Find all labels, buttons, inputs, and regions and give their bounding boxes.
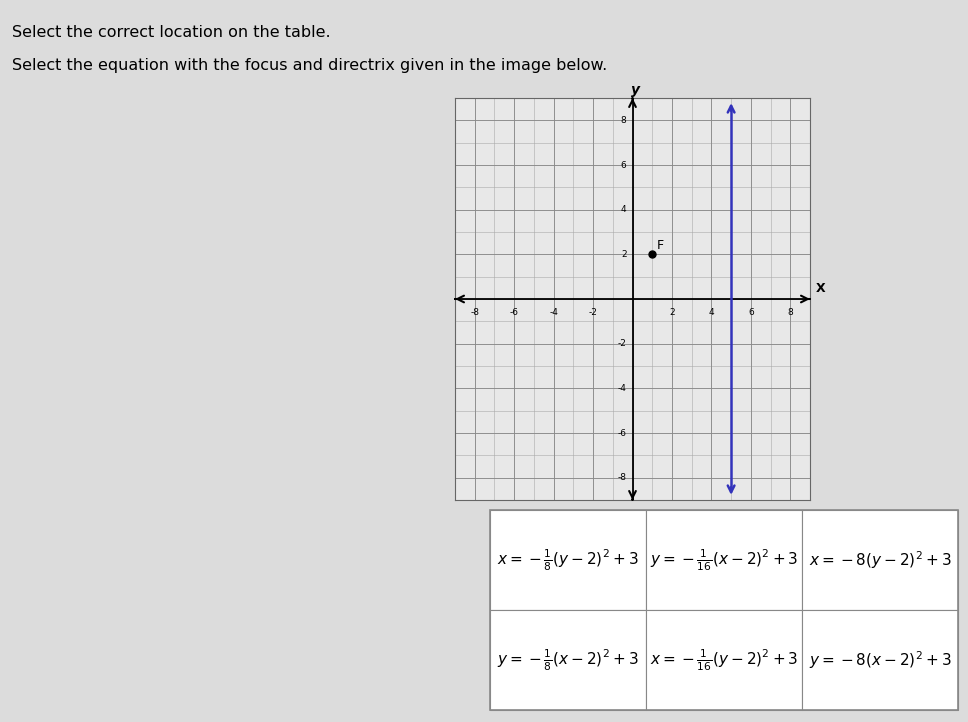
- FancyBboxPatch shape: [490, 610, 646, 710]
- Text: $y = -\frac{1}{8}(x - 2)^2 + 3$: $y = -\frac{1}{8}(x - 2)^2 + 3$: [498, 647, 639, 673]
- Text: -2: -2: [618, 339, 626, 348]
- Text: 4: 4: [709, 308, 714, 317]
- Text: -8: -8: [618, 473, 626, 482]
- FancyBboxPatch shape: [490, 510, 646, 610]
- Text: 2: 2: [669, 308, 675, 317]
- Text: y: y: [631, 83, 640, 97]
- Text: 2: 2: [620, 250, 626, 258]
- Text: Select the equation with the focus and directrix given in the image below.: Select the equation with the focus and d…: [12, 58, 607, 73]
- Text: X: X: [816, 282, 826, 295]
- Text: $y = -\frac{1}{16}(x - 2)^2 + 3$: $y = -\frac{1}{16}(x - 2)^2 + 3$: [650, 547, 799, 573]
- Text: $x = -\frac{1}{16}(y - 2)^2 + 3$: $x = -\frac{1}{16}(y - 2)^2 + 3$: [650, 647, 799, 673]
- FancyBboxPatch shape: [802, 610, 958, 710]
- Text: F: F: [657, 239, 664, 252]
- FancyBboxPatch shape: [802, 510, 958, 610]
- FancyBboxPatch shape: [646, 510, 802, 610]
- Text: Select the correct location on the table.: Select the correct location on the table…: [12, 25, 330, 40]
- Text: -4: -4: [618, 384, 626, 393]
- Text: 8: 8: [787, 308, 793, 317]
- Text: -6: -6: [618, 428, 626, 438]
- Text: -4: -4: [549, 308, 558, 317]
- Text: $x = -8(y - 2)^2 + 3$: $x = -8(y - 2)^2 + 3$: [808, 549, 952, 571]
- Text: -2: -2: [589, 308, 597, 317]
- FancyBboxPatch shape: [646, 610, 802, 710]
- Text: $y = -8(x - 2)^2 + 3$: $y = -8(x - 2)^2 + 3$: [808, 649, 952, 671]
- Text: $x = -\frac{1}{8}(y - 2)^2 + 3$: $x = -\frac{1}{8}(y - 2)^2 + 3$: [498, 547, 639, 573]
- Text: -8: -8: [470, 308, 479, 317]
- Text: 6: 6: [620, 160, 626, 170]
- Text: 6: 6: [748, 308, 754, 317]
- Text: 4: 4: [620, 205, 626, 214]
- Text: 8: 8: [620, 116, 626, 125]
- Text: -6: -6: [510, 308, 519, 317]
